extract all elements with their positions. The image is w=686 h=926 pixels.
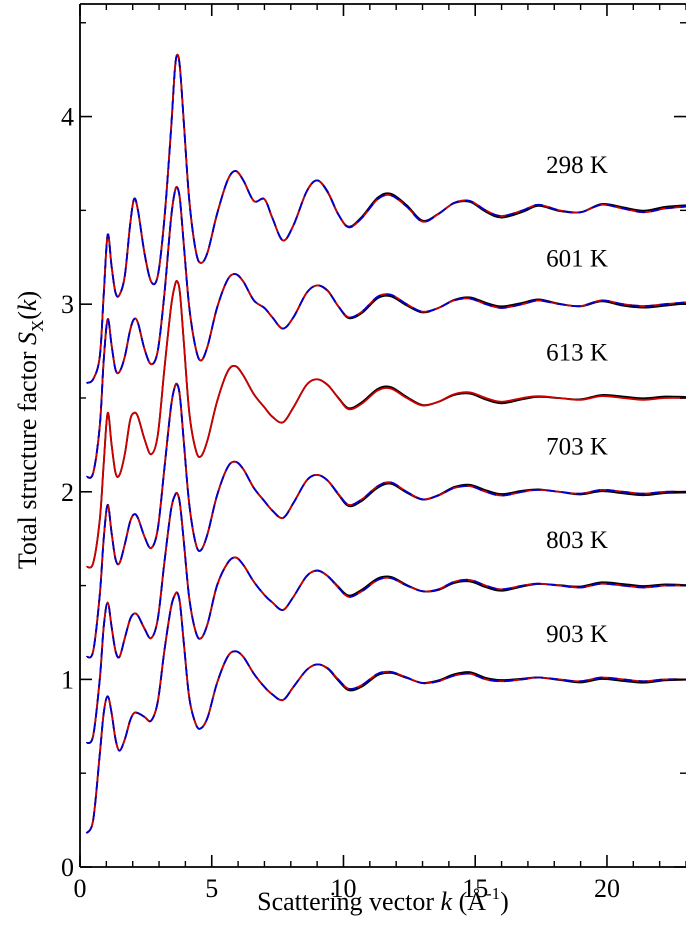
y-tick-label: 2 xyxy=(61,478,74,507)
series-label: 903 K xyxy=(546,621,608,648)
curve-model-b-1 xyxy=(86,53,686,384)
x-axis-title-close: ) xyxy=(500,887,509,916)
curve-model-b-5 xyxy=(85,491,686,744)
series-labels-layer: 298 K 601 K 613 K 703 K 803 K 903 K xyxy=(546,152,608,648)
curve-model-a-3 xyxy=(86,280,686,569)
curve-model-b-2 xyxy=(86,186,686,479)
x-tick-label: 20 xyxy=(594,874,620,903)
x-axis-title-prefix: Scattering vector xyxy=(257,887,440,916)
y-axis-title-sub: X xyxy=(28,320,47,332)
curves-layer xyxy=(85,53,686,834)
series-label: 613 K xyxy=(546,339,608,366)
series-label: 601 K xyxy=(546,246,608,273)
y-tick-label: 0 xyxy=(61,853,74,882)
curve-measured-4 xyxy=(86,382,686,659)
x-axis-title-var: k xyxy=(441,887,453,916)
curve-model-b-6 xyxy=(85,591,686,834)
y-axis-title-prefix: Total structure factor xyxy=(13,345,42,569)
curve-measured-1 xyxy=(86,53,686,384)
series-label: 803 K xyxy=(546,527,608,554)
y-axis-title: Total structure factor SX(k) xyxy=(13,291,47,569)
curve-measured-3 xyxy=(86,280,686,569)
x-tick-label: 15 xyxy=(462,874,488,903)
x-tick-label: 0 xyxy=(74,874,87,903)
y-axis-title-arg: k xyxy=(13,299,42,311)
y-axis-title-var: S xyxy=(13,332,42,345)
x-axis-title-open: (Å xyxy=(452,887,486,916)
axes-layer: 0 5 10 15 20 0 1 2 3 4 xyxy=(61,3,686,903)
y-tick-label: 3 xyxy=(61,290,74,319)
y-tick-label: 4 xyxy=(61,103,74,132)
curve-model-a-1 xyxy=(86,53,686,384)
x-tick-label: 5 xyxy=(205,874,218,903)
curve-model-b-4 xyxy=(86,382,686,659)
curve-model-a-4 xyxy=(86,382,686,659)
y-tick-label: 1 xyxy=(61,665,74,694)
y-axis-title-open: ( xyxy=(13,311,42,320)
x-axis-title-sup: -1 xyxy=(486,884,500,903)
series-label: 298 K xyxy=(546,152,608,179)
x-tick-label: 10 xyxy=(330,874,356,903)
series-label: 703 K xyxy=(546,433,608,460)
y-axis-title-close: ) xyxy=(13,291,42,300)
x-axis-title: Scattering vector k (Å-1) xyxy=(257,884,509,916)
